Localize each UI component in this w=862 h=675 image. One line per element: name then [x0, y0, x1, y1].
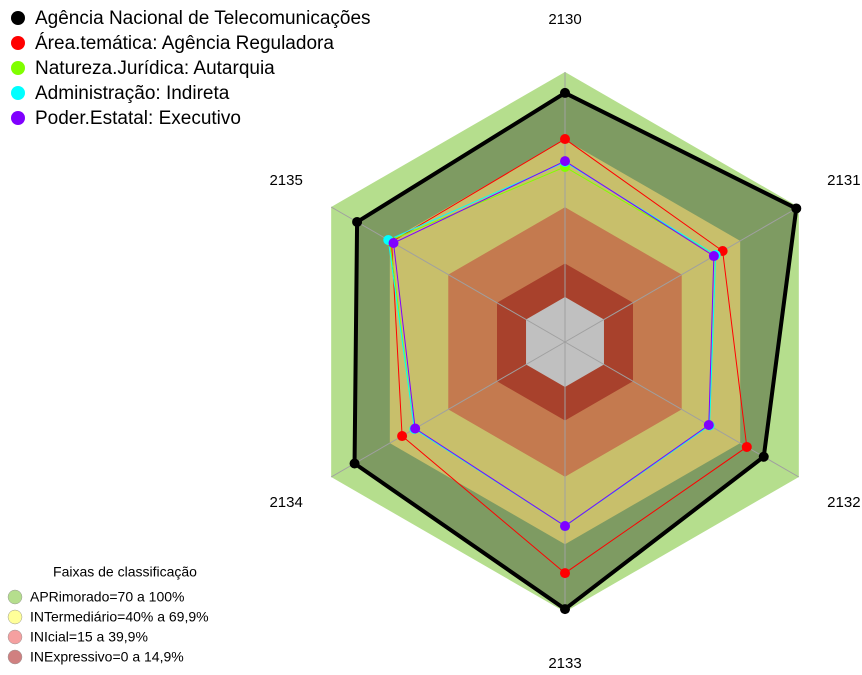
point [560, 87, 570, 98]
axis-label: 2133 [548, 655, 581, 672]
legend-marker [11, 61, 25, 75]
axis-label: 2131 [827, 172, 860, 189]
point [349, 458, 360, 469]
point [560, 134, 570, 145]
legend-marker [11, 36, 25, 50]
point [397, 431, 408, 442]
point [791, 203, 802, 214]
band-legend-marker [7, 629, 23, 645]
bands-title: Faixas de classificação [53, 564, 197, 580]
band-legend-label: INIcial=15 a 39,9% [30, 629, 148, 645]
point [352, 216, 363, 227]
band-legend-label: INExpressivo=0 a 14,9% [30, 649, 184, 665]
legend-marker [11, 86, 25, 100]
legend-marker [11, 111, 25, 125]
point [560, 521, 570, 532]
band-legend-label: APRimorado=70 a 100% [30, 589, 185, 605]
point [560, 568, 570, 579]
band-legend-marker [7, 609, 23, 625]
legend-label: Agência Nacional de Telecomunicações [35, 8, 371, 29]
band-legend-label: INTermediário=40% a 69,9% [30, 609, 209, 625]
band-legend-marker [7, 589, 23, 605]
axis-label: 2132 [827, 494, 860, 511]
legend-label: Área.temática: Agência Reguladora [35, 33, 334, 54]
legend-label: Natureza.Jurídica: Autarquia [35, 58, 275, 79]
point [703, 420, 714, 431]
point [560, 156, 570, 167]
legend-label: Poder.Estatal: Executivo [35, 108, 241, 129]
band-legend-marker [7, 649, 23, 665]
legend-label: Administração: Indireta [35, 83, 230, 104]
spoke [564, 206, 800, 343]
point [560, 604, 570, 615]
point [758, 451, 769, 462]
point [741, 441, 752, 452]
axis-label: 2130 [548, 11, 581, 28]
spoke [330, 341, 566, 478]
axis-label: 2135 [269, 172, 302, 189]
point [388, 238, 399, 248]
point [410, 423, 421, 434]
legend-marker [11, 11, 25, 25]
point [708, 251, 719, 262]
axis-label: 2134 [269, 494, 302, 511]
spoke [330, 206, 566, 343]
